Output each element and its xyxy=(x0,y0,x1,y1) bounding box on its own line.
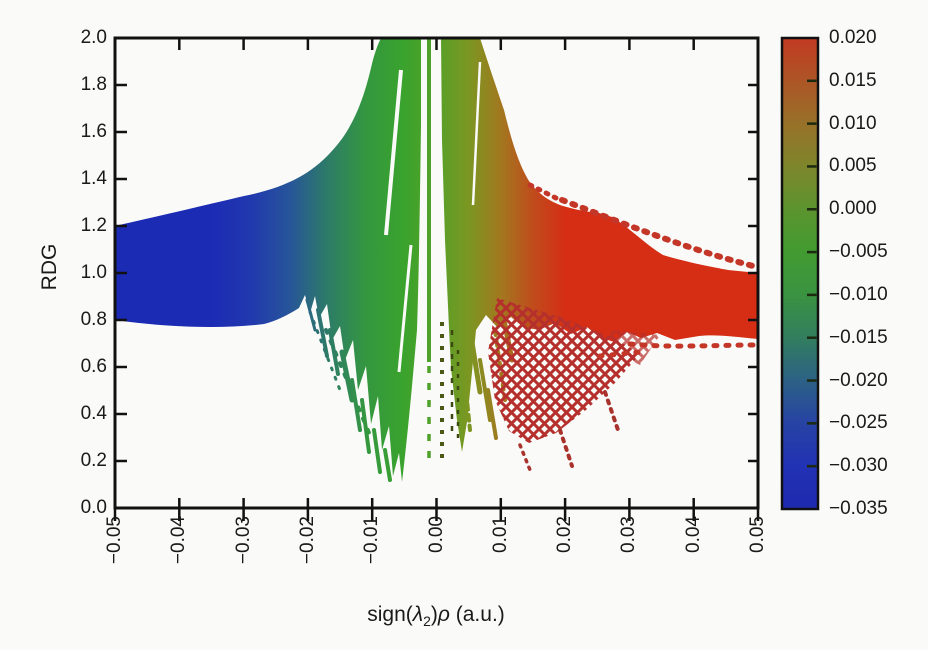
y-tick-label: 0.4 xyxy=(80,403,107,424)
x-tick-label: 0.05 xyxy=(747,516,768,553)
colorbar-tick-label: 0.015 xyxy=(829,69,877,91)
center-gap-spike xyxy=(427,39,431,362)
colorbar-tick-label: −0.020 xyxy=(829,369,888,391)
colorbar-gradient xyxy=(780,36,820,511)
colorbar-tick-label: 0.020 xyxy=(829,27,877,48)
green-spike-cluster xyxy=(305,298,392,482)
x-tick-label: 0.04 xyxy=(682,516,704,553)
colorbar-tick-label: −0.010 xyxy=(829,283,888,305)
y-tick-label: 0.8 xyxy=(80,309,107,330)
colorbar-tick-marks xyxy=(807,79,817,468)
y-tick-label: 1.4 xyxy=(80,168,107,189)
y-tick-label: 1.6 xyxy=(80,121,107,142)
x-tick-label: 0.01 xyxy=(489,516,511,553)
colorbar-tick-label: 0.000 xyxy=(829,198,877,220)
crosshatch-zone-upper xyxy=(610,330,660,365)
lambda-symbol: λ xyxy=(412,603,424,626)
x-axis-title: sign(λ2)ρ (a.u.) xyxy=(286,603,586,629)
y-tick-label: 1.8 xyxy=(80,74,107,95)
colorbar-tick-label: −0.035 xyxy=(829,498,888,519)
x-tick-label: 0.00 xyxy=(425,516,447,553)
y-tick-label: 1.0 xyxy=(80,262,107,283)
colorbar xyxy=(780,36,820,511)
x-tick-label: 0.03 xyxy=(618,516,640,553)
density-blob-right xyxy=(441,39,757,452)
y-tick-label: 1.2 xyxy=(80,215,107,236)
x-tick-label: −0.05 xyxy=(104,516,125,565)
funnel-white-sliver xyxy=(384,69,403,236)
colorbar-tick-label: −0.005 xyxy=(829,241,888,263)
y-tick-label: 2.0 xyxy=(80,27,107,48)
colorbar-tick-label: −0.030 xyxy=(829,455,888,477)
y-tick-label: 0.2 xyxy=(80,450,107,471)
x-title-units: (a.u.) xyxy=(449,603,505,626)
plot-frame xyxy=(113,36,760,510)
x-tick-label: 0.02 xyxy=(554,516,576,553)
red-speckles xyxy=(518,182,757,472)
density-blob-left xyxy=(116,39,421,482)
colorbar-tick-label: −0.015 xyxy=(829,326,888,348)
x-tick-label: −0.02 xyxy=(296,516,318,565)
x-title-close-paren: ) xyxy=(430,603,438,626)
colorbar-tick-label: 0.010 xyxy=(829,112,877,134)
funnel-white-sliver xyxy=(471,61,482,206)
x-tick-label: −0.01 xyxy=(361,516,383,565)
crosshatch-zone xyxy=(488,298,640,443)
rho-symbol: ρ xyxy=(437,603,450,626)
x-tick-label: −0.04 xyxy=(168,516,190,565)
y-tick-label: 0.0 xyxy=(80,497,107,518)
y-tick-label: 0.6 xyxy=(80,356,107,377)
x-title-pre: sign( xyxy=(367,603,413,626)
y-axis-title: RDG xyxy=(38,243,61,291)
lambda-subscript: 2 xyxy=(423,613,431,630)
colorbar-tick-label: 0.005 xyxy=(829,155,877,177)
colorbar-tick-label: −0.025 xyxy=(829,412,888,434)
x-tick-label: −0.03 xyxy=(232,516,254,565)
axis-tick-marks xyxy=(113,39,760,521)
funnel-white-sliver xyxy=(397,244,413,373)
